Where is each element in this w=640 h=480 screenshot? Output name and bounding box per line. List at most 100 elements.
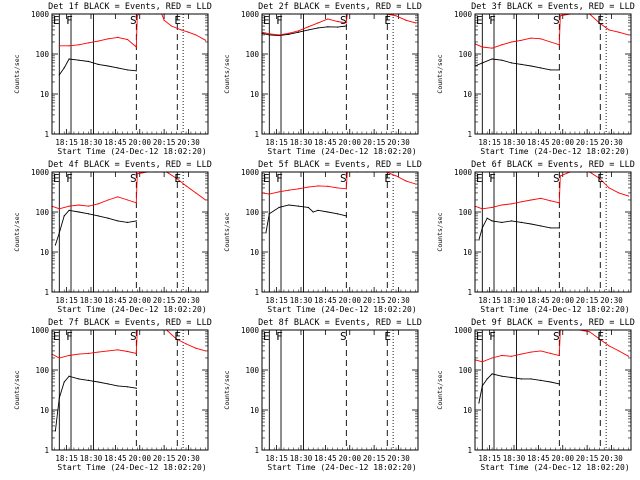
data-point xyxy=(297,188,300,190)
data-point xyxy=(195,192,197,194)
panel-title: Det 7f BLACK = Events, RED = LLD xyxy=(48,318,212,328)
data-point xyxy=(481,227,483,229)
series-line-events xyxy=(54,375,137,431)
data-point xyxy=(627,195,630,197)
data-point xyxy=(627,34,630,36)
data-point xyxy=(136,15,138,17)
panel-title: Det 4f BLACK = Events, RED = LLD xyxy=(48,160,212,170)
data-point xyxy=(345,25,347,27)
x-tick-label: 18:45 xyxy=(104,454,127,463)
data-point xyxy=(558,202,560,204)
data-point xyxy=(307,186,309,188)
data-point xyxy=(78,211,80,213)
x-tick-label: 20:00 xyxy=(128,138,151,147)
data-point xyxy=(481,208,483,210)
data-point xyxy=(135,70,137,72)
panel-title: Det 6f BLACK = Events, RED = LLD xyxy=(471,160,635,170)
event-marker-label: S xyxy=(553,330,560,343)
data-point xyxy=(540,225,542,227)
y-tick-label: 100 xyxy=(458,366,472,375)
data-point xyxy=(530,351,532,353)
x-tick-label: 18:30 xyxy=(503,296,526,305)
event-marker-label: S xyxy=(553,14,560,27)
data-point xyxy=(520,201,522,203)
data-point xyxy=(307,206,309,209)
data-point xyxy=(278,34,280,36)
data-point xyxy=(317,22,319,24)
x-tick-label: 20:00 xyxy=(338,138,361,147)
data-point xyxy=(68,45,70,47)
data-point xyxy=(486,217,488,219)
series-line-lld xyxy=(474,171,629,210)
data-point xyxy=(78,204,80,206)
data-point xyxy=(336,213,339,215)
x-tick-label: 18:45 xyxy=(314,454,337,463)
data-point xyxy=(187,31,190,33)
x-axis-label: Start Time (24-Dec-12 18:02:20) xyxy=(480,463,629,472)
data-point xyxy=(549,352,552,355)
data-point xyxy=(307,26,309,28)
event-marker-label: F xyxy=(489,330,496,343)
data-point xyxy=(312,211,314,213)
panel-title: Det 1f BLACK = Events, RED = LLD xyxy=(48,2,212,12)
data-point xyxy=(135,202,137,204)
event-marker-label: F xyxy=(66,14,73,27)
data-point xyxy=(54,244,57,246)
data-point xyxy=(478,402,480,404)
y-tick-label: 100 xyxy=(35,50,49,59)
x-axis-label: Start Time (24-Dec-12 18:02:20) xyxy=(57,463,206,472)
y-tick-label: 1000 xyxy=(241,326,260,335)
data-point xyxy=(491,206,493,209)
series-line-lld xyxy=(261,13,416,36)
y-tick-label: 1 xyxy=(254,288,259,297)
data-point xyxy=(126,350,129,353)
data-point xyxy=(345,188,347,190)
data-point xyxy=(126,69,129,71)
event-marker-label: S xyxy=(553,172,560,185)
data-point xyxy=(297,31,300,33)
data-point xyxy=(107,350,109,352)
y-axis-label: Counts/sec xyxy=(436,212,444,251)
data-point xyxy=(491,357,493,359)
y-tick-label: 10 xyxy=(40,90,50,99)
data-point xyxy=(63,67,65,69)
data-point xyxy=(297,205,300,207)
data-point xyxy=(540,67,542,69)
data-point xyxy=(336,26,339,28)
event-marker-label: E xyxy=(53,330,60,343)
x-axis-label: Start Time (24-Dec-12 18:02:20) xyxy=(57,147,206,156)
data-point xyxy=(68,209,70,211)
data-point xyxy=(530,199,532,201)
series-line-lld xyxy=(59,13,206,48)
data-point xyxy=(549,69,552,71)
data-point xyxy=(117,196,119,198)
x-axis-label: Start Time (24-Dec-12 18:02:20) xyxy=(480,305,629,314)
data-point xyxy=(491,58,493,60)
x-tick-label: 18:45 xyxy=(314,138,337,147)
data-point xyxy=(68,375,70,377)
data-point xyxy=(175,177,177,179)
y-axis-label: Counts/sec xyxy=(13,54,21,93)
data-point xyxy=(87,352,90,355)
y-tick-label: 1000 xyxy=(31,10,50,19)
y-tick-label: 1 xyxy=(254,130,259,139)
x-tick-label: 20:15 xyxy=(363,296,386,305)
data-point xyxy=(530,37,532,39)
detector-panel: Det 5f BLACK = Events, RED = LLD Counts/s… xyxy=(223,160,422,314)
data-point xyxy=(345,22,347,24)
data-point xyxy=(540,350,542,352)
event-marker-label: F xyxy=(276,14,283,27)
x-tick-label: 18:45 xyxy=(527,138,550,147)
data-point xyxy=(58,45,60,47)
data-point xyxy=(618,31,620,33)
data-point xyxy=(345,215,347,217)
x-tick-label: 20:30 xyxy=(387,138,410,147)
event-marker-label: F xyxy=(66,330,73,343)
x-tick-label: 18:15 xyxy=(55,138,78,147)
data-point xyxy=(501,204,503,206)
data-point xyxy=(618,350,620,352)
y-tick-label: 1000 xyxy=(31,326,50,335)
x-axis-label: Start Time (24-Dec-12 18:02:20) xyxy=(480,147,629,156)
data-point xyxy=(501,44,503,46)
